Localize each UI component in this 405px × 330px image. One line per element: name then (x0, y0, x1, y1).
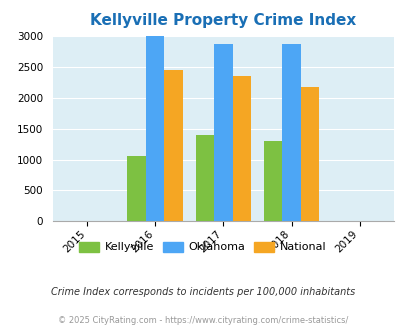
Bar (164, 70, 182, 221)
Title: Kellyville Property Crime Index: Kellyville Property Crime Index (90, 13, 356, 28)
Bar (281, 44, 300, 221)
Legend: Kellyville, Oklahoma, National: Kellyville, Oklahoma, National (75, 237, 330, 257)
Bar (145, 36, 164, 221)
Bar (127, 156, 145, 221)
Text: © 2025 CityRating.com - https://www.cityrating.com/crime-statistics/: © 2025 CityRating.com - https://www.city… (58, 315, 347, 325)
Bar (232, 76, 250, 221)
Bar (263, 141, 281, 221)
Bar (213, 44, 232, 221)
Bar (195, 136, 213, 221)
Text: Crime Index corresponds to incidents per 100,000 inhabitants: Crime Index corresponds to incidents per… (51, 287, 354, 297)
Bar (300, 86, 318, 221)
